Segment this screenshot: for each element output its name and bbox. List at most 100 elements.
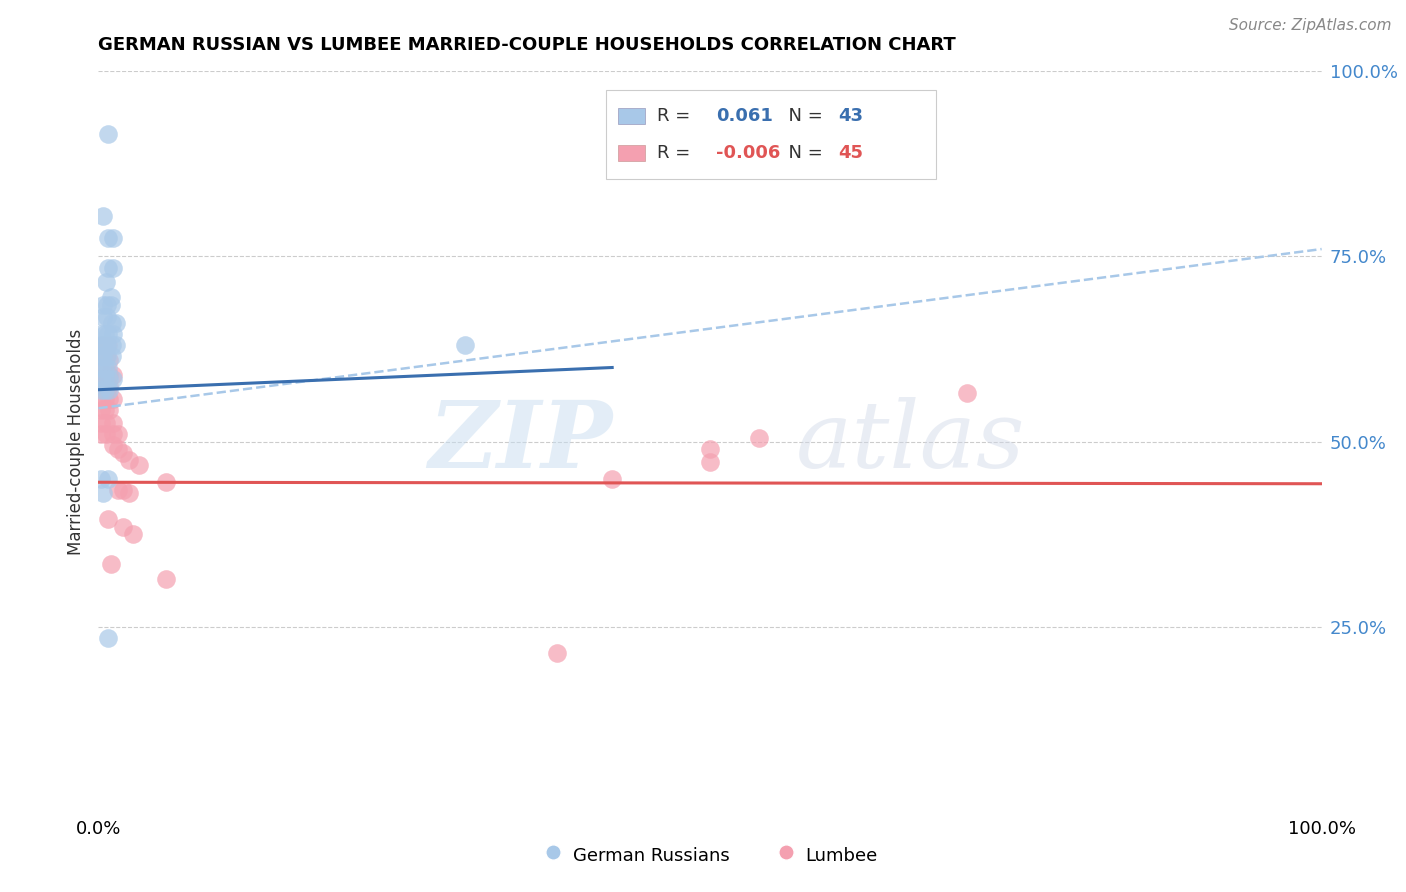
Point xyxy=(90,360,112,375)
Point xyxy=(104,316,127,330)
Point xyxy=(128,458,150,473)
Point xyxy=(93,392,115,406)
Point xyxy=(97,231,120,245)
Point xyxy=(111,519,134,533)
Point xyxy=(155,572,177,586)
Point xyxy=(107,483,129,497)
Text: N =: N = xyxy=(778,107,828,125)
Point xyxy=(101,350,124,364)
Point xyxy=(90,364,112,378)
Point xyxy=(90,392,112,406)
Point xyxy=(97,260,120,275)
Text: 45: 45 xyxy=(838,144,863,161)
Point xyxy=(118,453,141,467)
Point xyxy=(91,486,114,500)
Text: 43: 43 xyxy=(838,107,863,125)
Point xyxy=(111,483,134,497)
Point xyxy=(96,338,118,352)
Legend: German Russians, Lumbee: German Russians, Lumbee xyxy=(536,837,884,873)
Point xyxy=(93,327,115,342)
Text: ZIP: ZIP xyxy=(427,397,612,486)
Point xyxy=(118,486,141,500)
Point xyxy=(100,297,122,311)
FancyBboxPatch shape xyxy=(606,90,936,178)
Point xyxy=(94,427,117,442)
Point xyxy=(90,383,112,397)
Text: R =: R = xyxy=(658,144,696,161)
Point xyxy=(98,379,121,393)
Point xyxy=(97,471,120,485)
Point xyxy=(94,350,117,364)
FancyBboxPatch shape xyxy=(619,108,645,124)
Point xyxy=(93,368,115,382)
Point xyxy=(93,360,115,375)
Text: 0.061: 0.061 xyxy=(716,107,773,125)
Point xyxy=(98,383,121,397)
Point xyxy=(97,360,120,375)
Point xyxy=(98,392,121,406)
Point xyxy=(699,455,721,469)
Point xyxy=(91,209,114,223)
Point xyxy=(91,338,114,352)
Point xyxy=(96,297,118,311)
Text: N =: N = xyxy=(778,144,828,161)
Point xyxy=(90,338,112,352)
Point xyxy=(93,403,115,417)
Point xyxy=(101,438,124,452)
Point xyxy=(96,310,118,325)
Point xyxy=(94,416,117,430)
Point xyxy=(101,392,124,406)
Point xyxy=(98,353,121,368)
Point xyxy=(90,416,112,430)
Point xyxy=(97,128,120,142)
Point xyxy=(91,297,114,311)
Text: -0.006: -0.006 xyxy=(716,144,780,161)
Point xyxy=(96,350,118,364)
Point xyxy=(98,403,121,417)
Point xyxy=(101,368,124,382)
Point xyxy=(101,316,124,330)
Point xyxy=(100,290,122,304)
Point xyxy=(111,445,134,459)
Point xyxy=(104,338,127,352)
Point xyxy=(546,646,568,660)
Point xyxy=(101,371,124,385)
Point xyxy=(90,403,112,417)
Text: atlas: atlas xyxy=(796,397,1025,486)
Point xyxy=(155,475,177,490)
Point xyxy=(90,350,112,364)
Point xyxy=(91,350,114,364)
Point xyxy=(100,557,122,571)
Point xyxy=(90,371,112,385)
Point xyxy=(121,527,143,541)
Point xyxy=(107,427,129,442)
Point xyxy=(699,442,721,456)
Point xyxy=(90,471,112,485)
Point xyxy=(97,512,120,526)
Point xyxy=(91,338,114,352)
Point xyxy=(101,260,124,275)
Point xyxy=(93,371,115,385)
Point xyxy=(91,310,114,325)
Text: Source: ZipAtlas.com: Source: ZipAtlas.com xyxy=(1229,18,1392,33)
Point xyxy=(956,386,979,401)
Point xyxy=(97,631,120,645)
Point xyxy=(94,276,117,290)
Point xyxy=(93,383,115,397)
Point xyxy=(97,338,120,352)
Point xyxy=(107,442,129,456)
Point xyxy=(600,471,623,485)
Point xyxy=(101,427,124,442)
FancyBboxPatch shape xyxy=(619,145,645,161)
Point xyxy=(101,327,124,342)
Point xyxy=(98,371,121,385)
Point xyxy=(94,379,117,393)
Point xyxy=(101,338,124,352)
Point xyxy=(97,327,120,342)
Point xyxy=(101,231,124,245)
Point xyxy=(101,416,124,430)
Y-axis label: Married-couple Households: Married-couple Households xyxy=(66,328,84,555)
Point xyxy=(748,431,770,445)
Point xyxy=(90,427,112,442)
Point xyxy=(90,379,112,393)
